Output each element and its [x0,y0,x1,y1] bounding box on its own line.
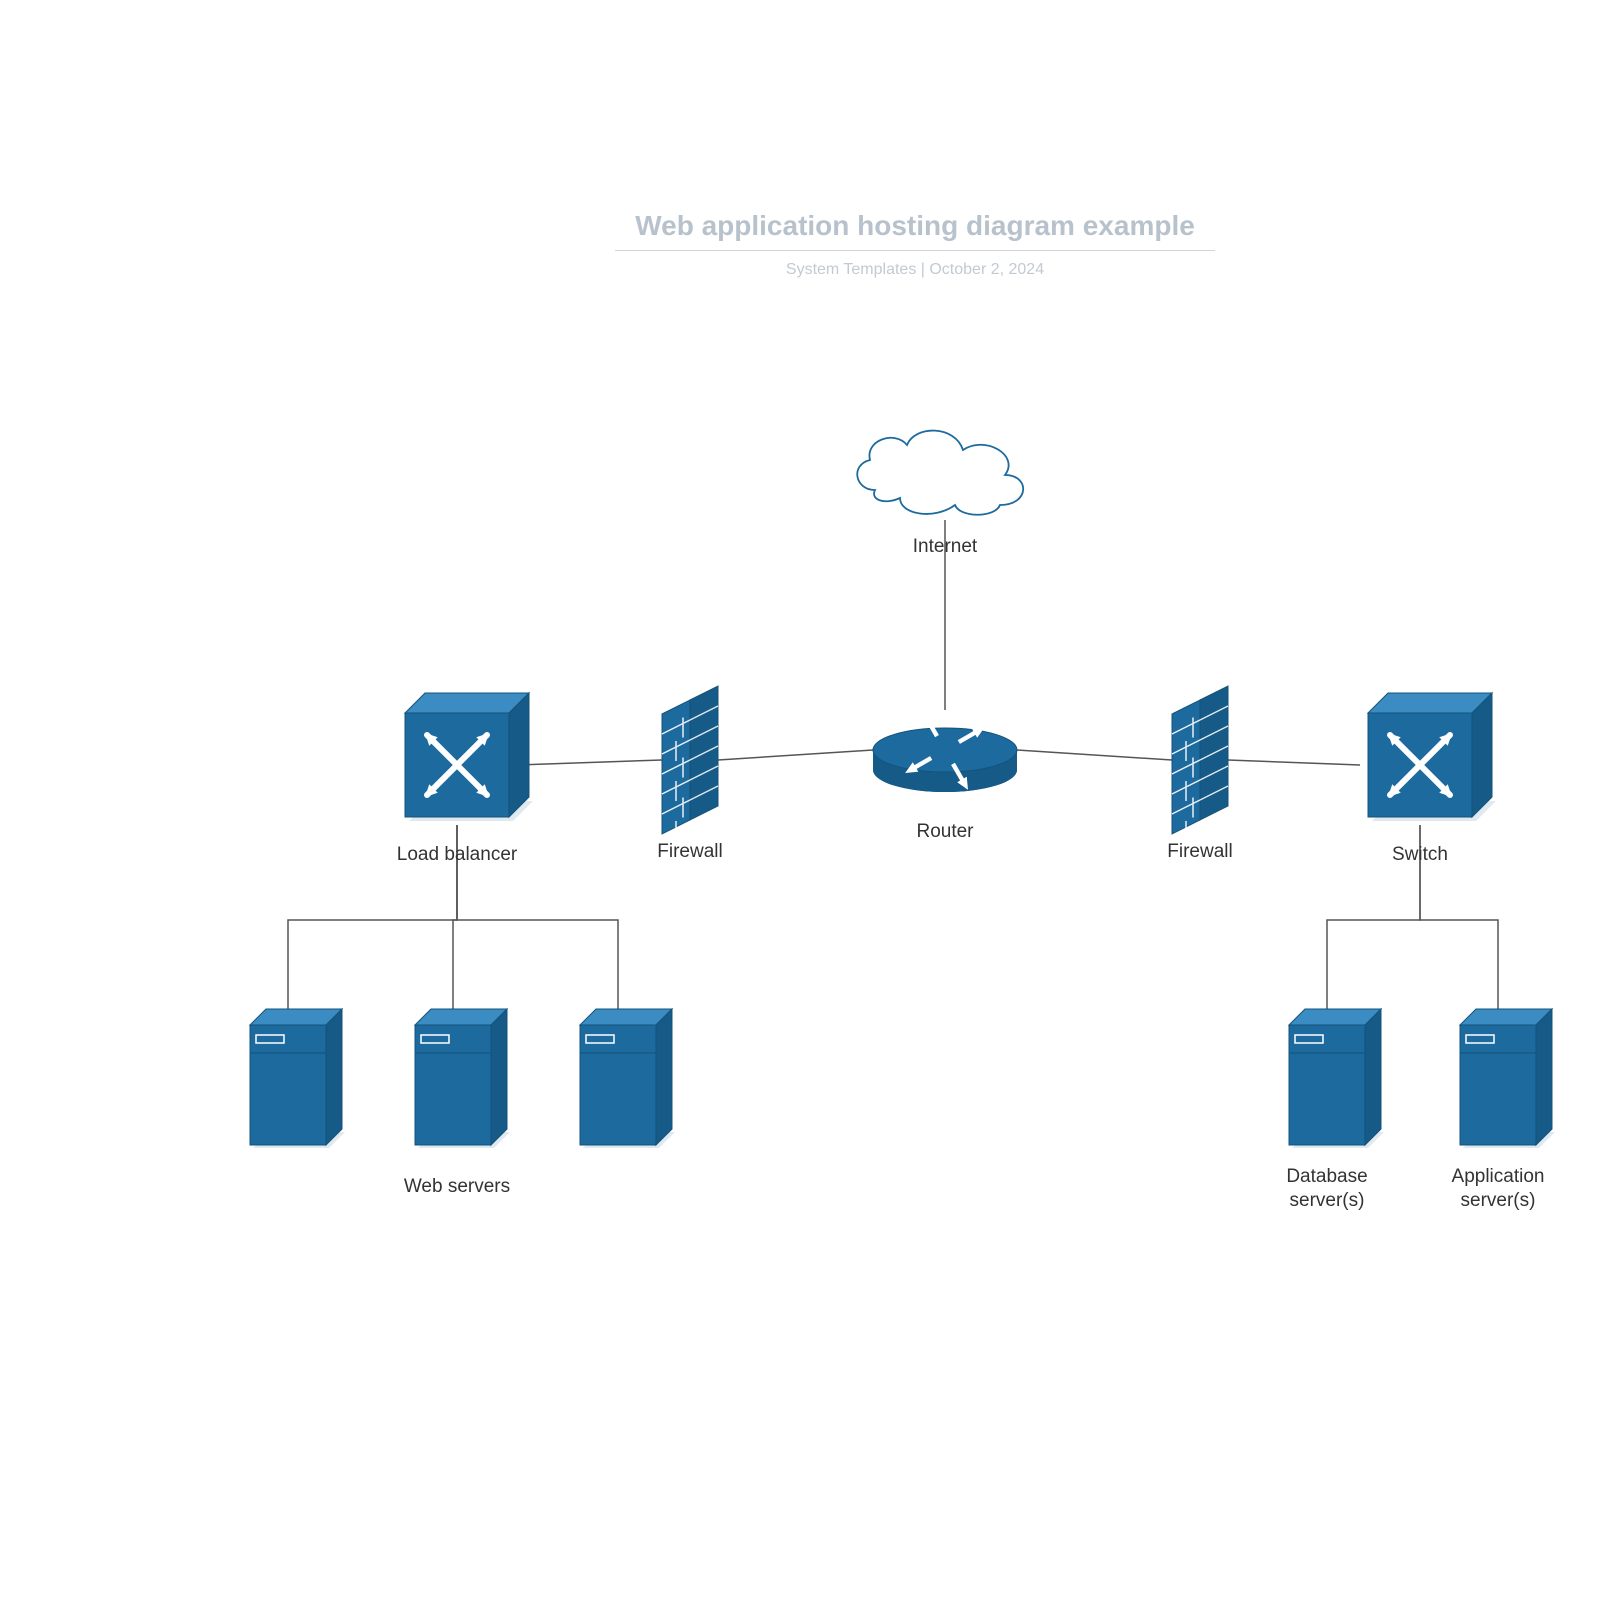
node-app [1460,1009,1555,1148]
label-firewall_l: Firewall [600,840,780,864]
node-firewall_r [1172,686,1228,841]
node-internet [857,431,1023,515]
group-label-web_servers: Web servers [367,1175,547,1199]
node-lb [405,693,533,821]
label-app: Applicationserver(s) [1408,1165,1588,1213]
label-router: Router [855,820,1035,844]
label-db: Databaseserver(s) [1237,1165,1417,1213]
label-internet: Internet [855,535,1035,559]
label-switch: Switch [1330,843,1510,867]
label-firewall_r: Firewall [1110,840,1290,864]
node-switch [1368,693,1496,821]
diagram-canvas [0,0,1600,1600]
node-web3 [580,1009,675,1148]
label-lb: Load balancer [367,843,547,867]
node-web2 [415,1009,510,1148]
node-firewall_l [662,686,718,841]
node-db [1289,1009,1384,1148]
node-router [873,707,1017,792]
node-web1 [250,1009,345,1148]
